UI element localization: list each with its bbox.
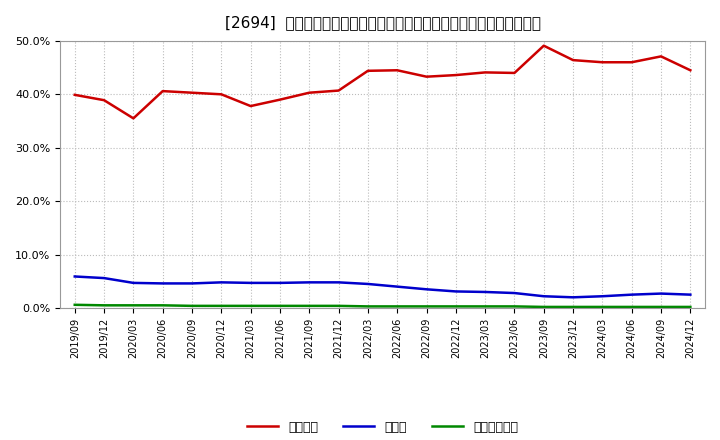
のれん (100, 275, 109, 281)
自己資本 (100, 98, 109, 103)
自己資本 (71, 92, 79, 98)
繰延税金資産 (246, 303, 255, 308)
自己資本 (246, 103, 255, 109)
繰延税金資産 (686, 304, 695, 310)
繰延税金資産 (510, 304, 519, 309)
のれん (393, 284, 402, 289)
繰延税金資産 (217, 303, 225, 308)
のれん (686, 292, 695, 297)
繰延税金資産 (393, 304, 402, 309)
自己資本 (686, 68, 695, 73)
のれん (246, 280, 255, 286)
のれん (451, 289, 460, 294)
繰延税金資産 (451, 304, 460, 309)
のれん (539, 293, 548, 299)
自己資本 (393, 68, 402, 73)
繰延税金資産 (598, 304, 607, 310)
自己資本 (158, 88, 167, 94)
自己資本 (217, 92, 225, 97)
自己資本 (422, 74, 431, 79)
のれん (334, 280, 343, 285)
自己資本 (129, 116, 138, 121)
繰延税金資産 (539, 304, 548, 310)
のれん (305, 280, 314, 285)
自己資本 (451, 73, 460, 78)
繰延税金資産 (627, 304, 636, 310)
のれん (598, 293, 607, 299)
のれん (364, 281, 372, 286)
のれん (129, 280, 138, 286)
Line: 自己資本: 自己資本 (75, 46, 690, 118)
のれん (510, 290, 519, 296)
繰延税金資産 (334, 303, 343, 308)
自己資本 (481, 70, 490, 75)
繰延税金資産 (276, 303, 284, 308)
繰延税金資産 (188, 303, 197, 308)
繰延税金資産 (71, 302, 79, 308)
自己資本 (305, 90, 314, 95)
繰延税金資産 (129, 303, 138, 308)
繰延税金資産 (422, 304, 431, 309)
自己資本 (364, 68, 372, 73)
自己資本 (627, 59, 636, 65)
のれん (481, 290, 490, 295)
Title: [2694]  自己資本、のれん、繰延税金資産の総資産に対する比率の推移: [2694] 自己資本、のれん、繰延税金資産の総資産に対する比率の推移 (225, 15, 541, 30)
のれん (188, 281, 197, 286)
Line: 繰延税金資産: 繰延税金資産 (75, 305, 690, 307)
自己資本 (657, 54, 665, 59)
繰延税金資産 (158, 303, 167, 308)
自己資本 (276, 97, 284, 102)
繰延税金資産 (481, 304, 490, 309)
繰延税金資産 (305, 303, 314, 308)
のれん (217, 280, 225, 285)
のれん (569, 295, 577, 300)
自己資本 (188, 90, 197, 95)
繰延税金資産 (569, 304, 577, 310)
繰延税金資産 (100, 303, 109, 308)
のれん (627, 292, 636, 297)
自己資本 (598, 59, 607, 65)
自己資本 (569, 58, 577, 63)
のれん (71, 274, 79, 279)
Line: のれん: のれん (75, 276, 690, 297)
Legend: 自己資本, のれん, 繰延税金資産: 自己資本, のれん, 繰延税金資産 (242, 416, 523, 439)
繰延税金資産 (657, 304, 665, 310)
のれん (158, 281, 167, 286)
自己資本 (539, 43, 548, 48)
のれん (422, 287, 431, 292)
のれん (657, 291, 665, 296)
自己資本 (510, 70, 519, 76)
繰延税金資産 (364, 304, 372, 309)
自己資本 (334, 88, 343, 93)
のれん (276, 280, 284, 286)
